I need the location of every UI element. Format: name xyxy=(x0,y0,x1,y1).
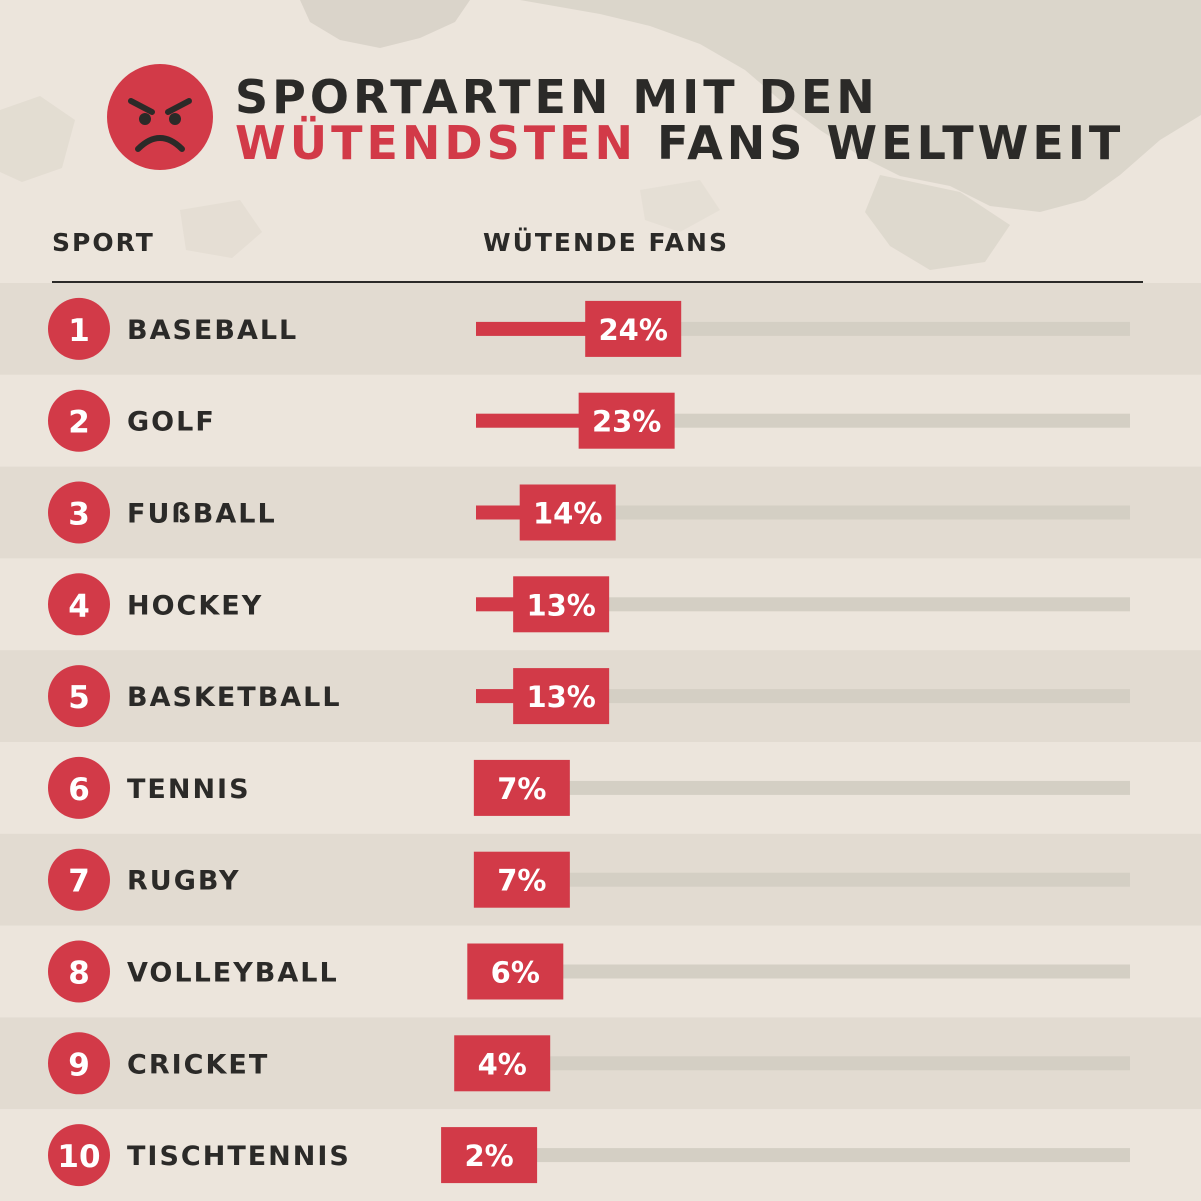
value-box xyxy=(441,1127,538,1184)
value-box xyxy=(519,484,616,541)
bar-track xyxy=(476,964,1130,979)
rank-number: 9 xyxy=(68,1047,90,1083)
column-header-fans: WÜTENDE FANS xyxy=(483,228,729,257)
rank-badge xyxy=(48,1032,110,1095)
value-label: 13% xyxy=(526,680,595,714)
column-header-sport: SPORT xyxy=(52,228,155,257)
value-box xyxy=(578,392,675,449)
angry-face-icon xyxy=(107,64,213,170)
sport-label: FUßBALL xyxy=(127,499,277,530)
bar-track xyxy=(476,1148,1130,1163)
rank-number: 1 xyxy=(68,313,90,349)
value-label: 7% xyxy=(497,772,546,806)
sport-label: VOLLEYBALL xyxy=(127,958,339,989)
bar-track xyxy=(476,505,1130,520)
value-box xyxy=(513,576,610,633)
value-box xyxy=(585,300,682,357)
value-label: 4% xyxy=(478,1047,527,1081)
rank-badge xyxy=(48,573,110,636)
rank-badge xyxy=(48,297,110,360)
background-map xyxy=(0,0,1201,270)
value-label: 24% xyxy=(598,313,667,347)
rank-number: 10 xyxy=(57,1139,100,1175)
bar-track xyxy=(476,689,1130,704)
rank-number: 6 xyxy=(68,772,90,808)
rank-badge xyxy=(48,389,110,452)
rank-number: 3 xyxy=(68,497,90,533)
sport-label: GOLF xyxy=(127,407,216,438)
ranking-bar-chart: 1 BASEBALL 24% 2 GOLF 23% 3 FUßBALL 14% 4 HOCKEY 13… xyxy=(0,283,1201,1201)
chart-title-line-2: WÜTENDSTEN FANS WELTWEIT xyxy=(235,118,1124,168)
chart-title-line-1: SPORTARTEN MIT DEN xyxy=(235,70,879,124)
sport-label: HOCKEY xyxy=(127,590,263,621)
value-box xyxy=(513,668,610,725)
value-box xyxy=(467,943,564,1000)
rank-badge xyxy=(48,848,110,911)
rank-number: 4 xyxy=(68,588,90,624)
chart-title-rest: FANS WELTWEIT xyxy=(637,116,1125,170)
value-label: 14% xyxy=(533,497,602,531)
rank-number: 7 xyxy=(68,864,90,900)
sport-label: BASEBALL xyxy=(127,315,298,346)
value-label: 7% xyxy=(497,864,546,898)
value-label: 2% xyxy=(464,1139,513,1173)
sport-label: TENNIS xyxy=(127,774,251,805)
value-box xyxy=(473,759,570,816)
value-label: 13% xyxy=(526,588,595,622)
rank-badge xyxy=(48,756,110,819)
sport-label: RUGBY xyxy=(127,866,241,897)
bar-track xyxy=(476,780,1130,795)
rank-badge xyxy=(48,481,110,544)
value-label: 23% xyxy=(592,405,661,439)
rank-badge xyxy=(48,665,110,728)
rank-number: 5 xyxy=(68,680,90,716)
rank-number: 2 xyxy=(68,405,90,441)
bar-track xyxy=(476,1056,1130,1071)
rank-badge xyxy=(48,1124,110,1187)
rank-number: 8 xyxy=(68,956,90,992)
bar-track xyxy=(476,597,1130,612)
rank-badge xyxy=(48,940,110,1003)
bar-track xyxy=(476,872,1130,887)
value-label: 6% xyxy=(491,956,540,990)
chart-title-highlight: WÜTENDSTEN xyxy=(235,116,638,170)
header-divider xyxy=(52,281,1143,283)
sport-label: CRICKET xyxy=(127,1049,269,1080)
sport-label: BASKETBALL xyxy=(127,682,342,713)
value-box xyxy=(473,851,570,908)
value-box xyxy=(454,1035,551,1092)
sport-label: TISCHTENNIS xyxy=(127,1141,351,1172)
